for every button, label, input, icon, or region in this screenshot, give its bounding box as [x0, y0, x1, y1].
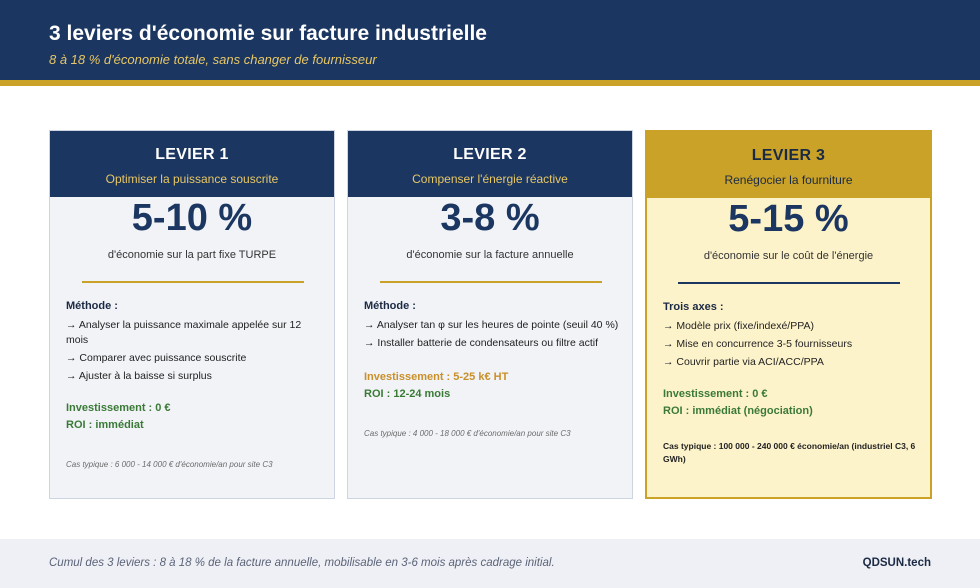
lever-card-header: LEVIER 2 Compenser l'énergie réactive: [348, 131, 632, 197]
method-title: Méthode :: [66, 300, 118, 312]
savings-value: 5-10 %: [131, 197, 253, 239]
roi-line: ROI : 12-24 mois: [364, 388, 451, 400]
card-divider: [82, 281, 304, 283]
typical-case: Cas typique : 100 000 - 240 000 € économ…: [663, 441, 916, 464]
savings-description: d'économie sur le coût de l'énergie: [703, 250, 874, 262]
card-divider: [678, 282, 900, 284]
typical-case: Cas typique : 4 000 - 18 000 € d'économi…: [364, 429, 571, 438]
lever-name: Optimiser la puissance souscrite: [105, 172, 279, 186]
lever-card-3: LEVIER 3 Renégocier la fourniture 5-15 %…: [645, 130, 932, 499]
savings-value: 3-8 %: [440, 197, 540, 239]
savings-value: 5-15 %: [728, 198, 849, 240]
method-step: → Installer batterie de condensateurs ou…: [364, 337, 599, 349]
method-step: → Analyser tan φ sur les heures de point…: [364, 319, 619, 331]
method-step: → Analyser la puissance maximale appelée…: [66, 319, 302, 346]
investment-line: Investissement : 0 €: [663, 388, 768, 400]
method-step: → Comparer avec puissance souscrite: [66, 352, 247, 364]
investment-line: Investissement : 5-25 k€ HT: [364, 371, 509, 383]
savings-description: d'économie sur la part fixe TURPE: [107, 249, 277, 261]
method-title: Méthode :: [364, 300, 416, 312]
card-body: Méthode : → Analyser tan φ sur les heure…: [364, 299, 619, 440]
lever-label: LEVIER 3: [751, 147, 826, 164]
axes-title: Trois axes :: [663, 301, 724, 313]
lever-label: LEVIER 2: [453, 146, 527, 163]
axis-item: → Mise en concurrence 3-5 fournisseurs: [663, 338, 853, 350]
page-title: 3 leviers d'économie sur facture industr…: [49, 22, 487, 45]
typical-case: Cas typique : 6 000 - 14 000 € d'économi…: [66, 460, 273, 469]
axis-item: → Modèle prix (fixe/indexé/PPA): [663, 320, 814, 332]
lever-name: Compenser l'énergie réactive: [412, 172, 568, 186]
card-divider: [380, 281, 602, 283]
lever-card-header: LEVIER 1 Optimiser la puissance souscrit…: [50, 131, 334, 197]
method-step: → Ajuster à la baisse si surplus: [66, 370, 212, 382]
lever-label: LEVIER 1: [155, 146, 229, 163]
header-divider: [0, 80, 980, 86]
header-band: 3 leviers d'économie sur facture industr…: [0, 0, 980, 80]
footer-band: Cumul des 3 leviers : 8 à 18 % de la fac…: [0, 539, 980, 588]
footer-summary: Cumul des 3 leviers : 8 à 18 % de la fac…: [49, 557, 555, 569]
roi-line: ROI : immédiat: [66, 419, 144, 431]
savings-description: d'économie sur la facture annuelle: [406, 249, 574, 261]
lever-card-1: LEVIER 1 Optimiser la puissance souscrit…: [49, 130, 335, 499]
lever-card-2: LEVIER 2 Compenser l'énergie réactive 3-…: [347, 130, 633, 499]
card-body: Méthode : → Analyser la puissance maxima…: [66, 299, 321, 471]
card-body: Trois axes : → Modèle prix (fixe/indexé/…: [663, 300, 918, 466]
lever-name: Renégocier la fourniture: [724, 173, 853, 187]
investment-line: Investissement : 0 €: [66, 402, 171, 414]
axis-item: → Couvrir partie via ACI/ACC/PPA: [663, 356, 824, 368]
brand-label: QDSUN.tech: [862, 557, 931, 569]
page-subtitle: 8 à 18 % d'économie totale, sans changer…: [49, 52, 377, 67]
lever-card-header: LEVIER 3 Renégocier la fourniture: [647, 132, 930, 198]
roi-line: ROI : immédiat (négociation): [663, 405, 813, 417]
